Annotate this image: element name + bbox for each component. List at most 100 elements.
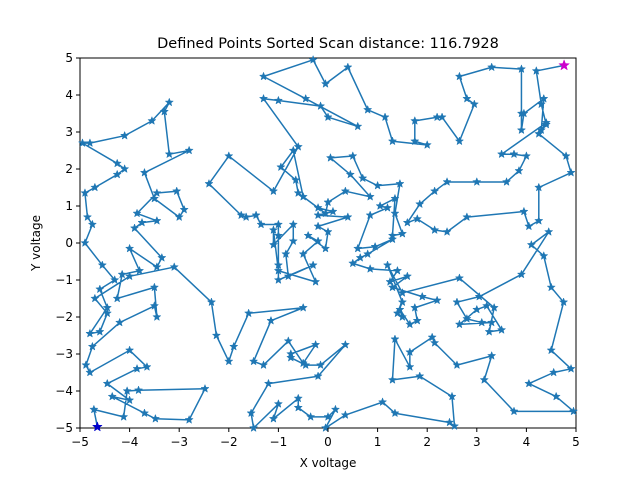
scan-point-marker [243,308,254,318]
scan-point-marker [402,271,413,281]
scan-point-marker [305,412,316,421]
scan-point-marker [417,291,427,301]
scan-point-marker [132,363,142,373]
scan-point-marker [236,210,246,220]
scan-point-marker [469,99,479,109]
scan-point-marker [454,71,465,81]
scan-point-marker [164,149,174,159]
scan-point-marker [152,188,162,198]
scan-point-marker [293,393,303,403]
scan-point-marker [268,225,279,235]
scan-point-marker [288,236,298,246]
scan-point-marker [395,178,405,188]
scan-point-marker [345,169,355,179]
scan-point-marker [80,238,90,247]
scan-point-marker [149,282,160,292]
scan-point-marker [133,385,144,395]
scan-point-marker [566,363,576,373]
scan-point-marker [323,197,333,207]
scan-point-marker [117,269,127,279]
scan-point-marker [315,360,326,370]
x-tick-label: 5 [572,435,580,449]
scan-point-marker [442,177,452,186]
scan-point-marker [405,347,415,357]
scan-point-marker [534,128,544,138]
scan-point-marker [206,297,217,307]
scan-point-marker [474,291,484,301]
scan-point-marker [308,54,318,64]
scan-point-marker [263,378,274,388]
scan-point-marker [81,360,91,370]
scan-point-marker [496,325,507,334]
scan-point-marker [452,360,462,370]
scan-point-marker [152,312,162,321]
scan-point-marker [124,271,135,281]
scan-point-marker [387,282,398,292]
scan-point-marker [454,136,465,146]
scan-point-marker [544,227,554,236]
scan-point-marker [462,313,472,323]
scan-point-marker [293,402,303,412]
scan-point-marker [273,230,284,240]
scan-point-marker [273,219,284,229]
scan-point-marker [298,191,308,201]
scan-point-marker [385,276,395,286]
scan-point-marker [541,119,551,129]
scan-point-marker [524,378,534,388]
scan-point-marker [387,375,398,384]
scan-point-marker [415,199,425,209]
scan-point-marker [293,141,303,151]
scan-point-marker [169,262,179,272]
scan-point-marker [397,312,408,321]
scan-point-marker [273,399,284,408]
scan-point-marker [487,350,497,360]
scan-point-marker [95,326,105,336]
scan-point-marker [462,212,472,222]
scan-point-marker [370,241,380,251]
scan-point-marker [200,383,210,393]
y-tick-label: −5 [55,421,73,435]
scan-point-marker [340,339,351,349]
scan-point-marker [365,264,375,273]
scan-point-marker [363,249,373,259]
scan-point-marker [429,338,440,347]
scan-point-marker [390,208,400,218]
x-tick-label: 3 [473,435,481,449]
scan-point-marker [454,273,465,283]
plot-area [77,54,579,432]
scan-point-marker [323,227,333,236]
scan-point-marker [119,164,130,173]
scan-point-marker [536,125,546,135]
scan-point-marker [323,112,333,122]
scan-point-marker [258,93,269,103]
scan-point-marker [539,93,549,103]
scan-point-marker [273,260,284,270]
scan-point-marker [501,177,512,186]
scan-point-marker [462,93,472,103]
scan-point-marker [157,252,167,262]
scan-point-marker [315,101,326,111]
scan-point-marker [288,219,298,229]
scan-point-marker [415,371,425,381]
scan-point-marker [519,108,529,118]
start-point-marker [91,421,103,432]
scan-point-marker [77,138,88,148]
scan-point-marker [410,136,420,146]
x-tick-label: 2 [423,435,431,449]
scan-point-marker [301,360,311,370]
x-tick-label: 1 [374,435,382,449]
scan-point-marker [204,178,214,188]
scan-point-marker [248,423,259,432]
scan-point-marker [558,297,569,307]
y-tick-label: 1 [65,199,73,213]
scan-point-marker [301,93,311,103]
scan-point-marker [566,167,576,177]
scan-point-marker [509,149,519,159]
plot-frame [79,57,577,429]
scan-point-marker [112,158,122,168]
scan-point-marker [390,193,400,203]
scan-point-marker [487,317,497,327]
y-tick-label: 0 [65,236,73,250]
scan-point-marker [330,404,341,414]
